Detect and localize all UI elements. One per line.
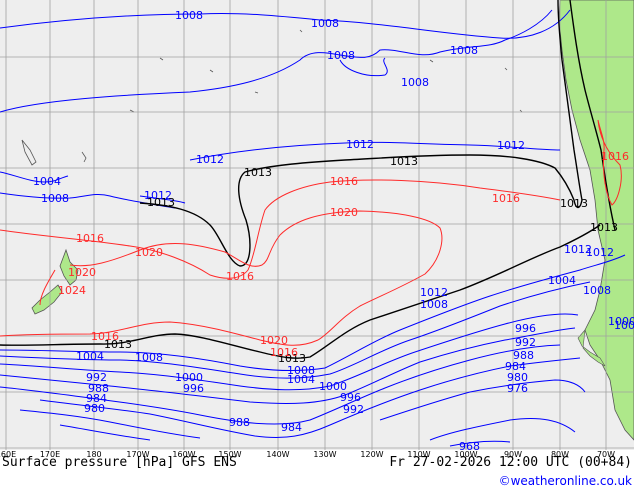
isobar-label: 1013 [590, 221, 618, 234]
isobar-label: 980 [507, 371, 528, 384]
credit-link[interactable]: ©weatheronline.co.uk [499, 474, 632, 488]
isobar-label: 968 [459, 440, 480, 453]
isobar-label: 1008 [450, 44, 478, 57]
valid-time: Fr 27-02-2026 12:00 UTC (00+84) [389, 455, 632, 470]
isobars-low-south [0, 254, 626, 447]
isobar-label: 984 [505, 360, 526, 373]
isobar-label: 1004 [287, 373, 315, 386]
isobar-label: 992 [86, 371, 107, 384]
isobar-label: 1000 [319, 380, 347, 393]
isobar-label: 1020 [68, 266, 96, 279]
isobar-label: 1008 [583, 284, 611, 297]
isobar-label: 988 [513, 349, 534, 362]
isobar-label: 1012 [346, 138, 374, 151]
lon-label: 160E [0, 450, 16, 459]
isobar-label: 1008 [175, 9, 203, 22]
lon-label: 100W [454, 450, 477, 459]
isobar-label: 1008 [41, 192, 69, 205]
isobar-label: 1013 [244, 166, 272, 179]
lon-label: 130W [313, 450, 336, 459]
isobar-label: 988 [88, 382, 109, 395]
isobars-reference [0, 0, 616, 359]
isobar-label: 1004 [33, 175, 61, 188]
isobar-label: 1016 [330, 175, 358, 188]
lon-label: 110W [407, 450, 430, 459]
ocean-background [0, 0, 634, 450]
isobar-label: 1020 [330, 206, 358, 219]
new-zealand-landmass [31, 248, 79, 315]
isobar-label: 996 [183, 382, 204, 395]
isobar-label: 984 [281, 421, 302, 434]
isobar-label: 1004 [76, 350, 104, 363]
isobar-label: 1016 [270, 346, 298, 359]
isobar-label: 1012 [564, 243, 592, 256]
isobar-label: 1016 [492, 192, 520, 205]
lon-label: 170W [126, 450, 149, 459]
isobar-label: 1016 [76, 232, 104, 245]
isobar-labels: 1008 1008 1008 1008 1008 1004 1008 1012 … [33, 9, 634, 453]
isobar-label: 976 [507, 382, 528, 395]
isobar-label: 1004 [614, 319, 634, 332]
isobar-label: 1020 [260, 334, 288, 347]
isobar-label: 992 [343, 403, 364, 416]
lon-label: 120W [360, 450, 383, 459]
longitude-labels: 160E 170E 180 170W 160W 150W 140W 130W 1… [0, 450, 615, 459]
isobar-label: 1012 [497, 139, 525, 152]
lon-label: 140W [266, 450, 289, 459]
footer-band [0, 450, 634, 490]
isobar-label: 1008 [287, 364, 315, 377]
isobar-label: 996 [515, 322, 536, 335]
lon-label: 170E [40, 450, 60, 459]
isobar-label: 1020 [135, 246, 163, 259]
isobar-label: 1013 [560, 197, 588, 210]
isobar-label: 1024 [58, 284, 86, 297]
isobar-label: 1008 [135, 351, 163, 364]
isobar-label: 1000 [175, 371, 203, 384]
isobar-label: 1008 [327, 49, 355, 62]
lon-label: 180 [86, 450, 101, 459]
isobar-label: 1016 [91, 330, 119, 343]
isobars-low-north [0, 9, 571, 209]
isobar-label: 988 [229, 416, 250, 429]
isobars-high [0, 119, 622, 346]
isobar-label: 1016 [226, 270, 254, 283]
lon-label: 150W [218, 450, 241, 459]
isobar-label: 1016 [601, 150, 629, 163]
south-america-landmass [558, 0, 634, 441]
isobar-label: 1012 [420, 286, 448, 299]
isobar-label: 1013 [104, 338, 132, 351]
isobar-label: 980 [84, 402, 105, 415]
isobar-label: 1012 [196, 153, 224, 166]
isobar-label: 1013 [278, 352, 306, 365]
isobar-label: 1008 [420, 298, 448, 311]
isobar-label: 996 [340, 391, 361, 404]
isobar-label: 992 [515, 336, 536, 349]
isobar-label: 1008 [401, 76, 429, 89]
isobar-label: 1012 [144, 189, 172, 202]
lon-label: 90W [504, 450, 522, 459]
isobar-label: 1013 [390, 155, 418, 168]
isobar-label: 984 [86, 392, 107, 405]
lon-label: 80W [551, 450, 569, 459]
lon-label: 70W [597, 450, 615, 459]
lon-label: 160W [172, 450, 195, 459]
isobar-label: 1013 [147, 196, 175, 209]
isobar-label: 1008 [311, 17, 339, 30]
isobar-label: 1000 [608, 315, 634, 328]
map-title: Surface pressure [hPa] GFS ENS [2, 455, 237, 470]
isobar-label: 1012 [586, 246, 614, 259]
isobar-label: 1004 [548, 274, 576, 287]
